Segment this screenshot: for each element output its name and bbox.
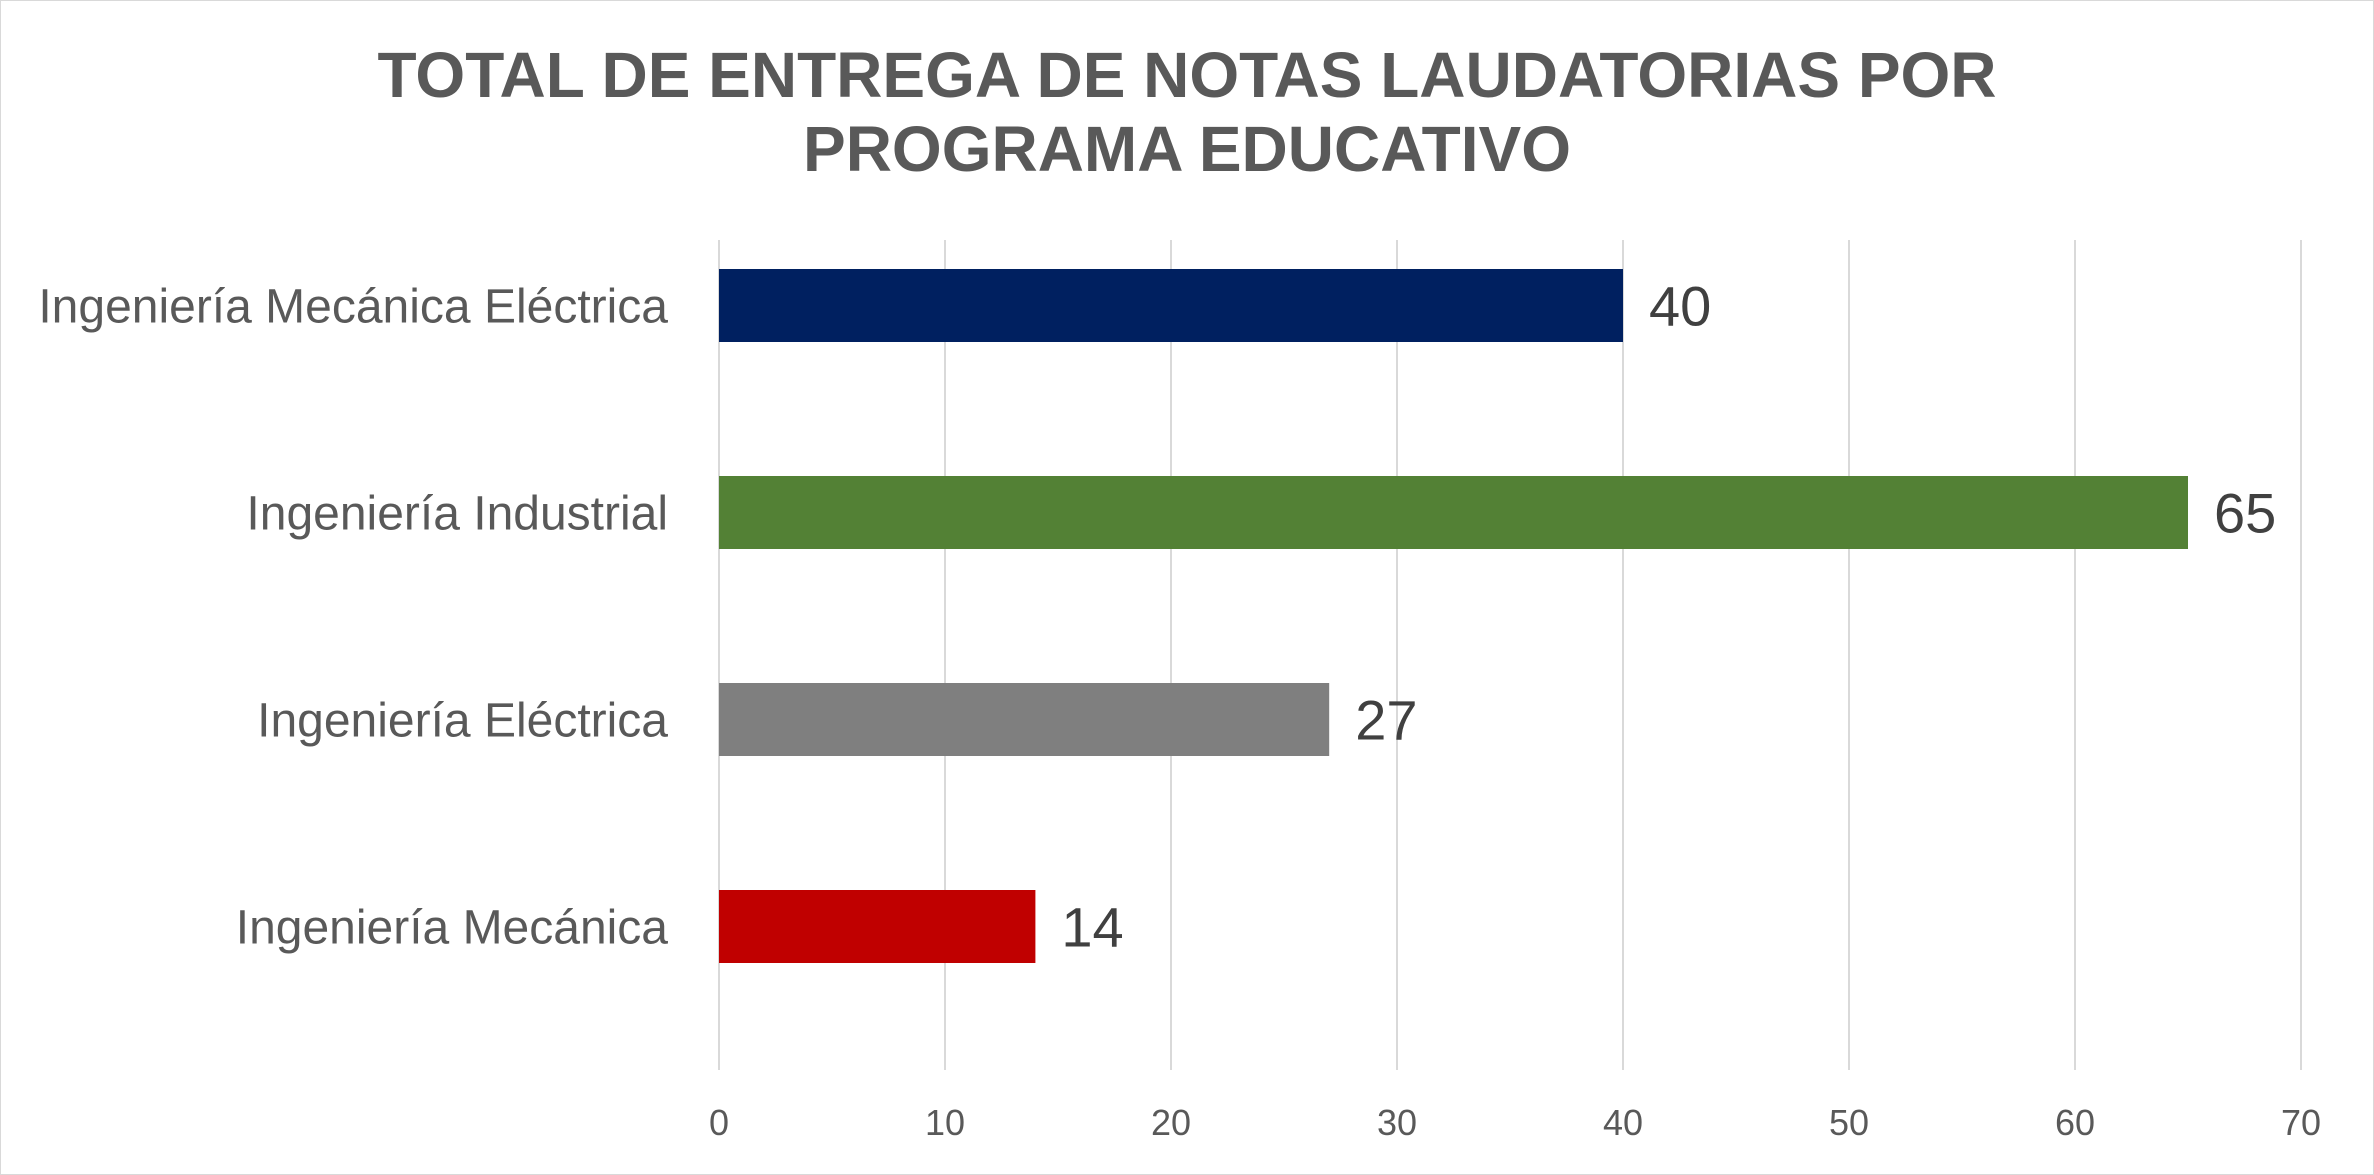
x-tick-label: 30: [1377, 1102, 1417, 1143]
bar: [719, 890, 1036, 963]
x-tick-label: 60: [2055, 1102, 2095, 1143]
x-tick-label: 70: [2281, 1102, 2321, 1143]
data-label: 27: [1355, 689, 1417, 752]
x-tick-label: 0: [709, 1102, 729, 1143]
data-label: 40: [1649, 275, 1711, 338]
x-tick-label: 50: [1829, 1102, 1869, 1143]
data-label: 14: [1061, 896, 1123, 959]
chart-title: TOTAL DE ENTREGA DE NOTAS LAUDATORIAS PO…: [0, 38, 2374, 186]
category-label: Ingeniería Mecánica: [236, 902, 669, 955]
x-tick-label: 20: [1151, 1102, 1191, 1143]
category-label: Ingeniería Eléctrica: [257, 695, 668, 748]
chart-title-line-1: TOTAL DE ENTREGA DE NOTAS LAUDATORIAS PO…: [377, 39, 1997, 111]
data-label: 65: [2214, 482, 2276, 545]
bar: [719, 683, 1330, 756]
labels: 0 10 20 30 40 50 60 70 Ingeniería Mecánica Eléct…: [38, 275, 2321, 1144]
bar: [719, 269, 1623, 342]
category-label: Ingeniería Mecánica Eléctrica: [38, 281, 668, 334]
chart-title-line-2: PROGRAMA EDUCATIVO: [803, 113, 1571, 185]
category-label: Ingeniería Industrial: [246, 488, 668, 541]
bars: [719, 269, 2188, 963]
bar: [719, 476, 2188, 549]
x-tick-label: 40: [1603, 1102, 1643, 1143]
x-tick-label: 10: [925, 1102, 965, 1143]
